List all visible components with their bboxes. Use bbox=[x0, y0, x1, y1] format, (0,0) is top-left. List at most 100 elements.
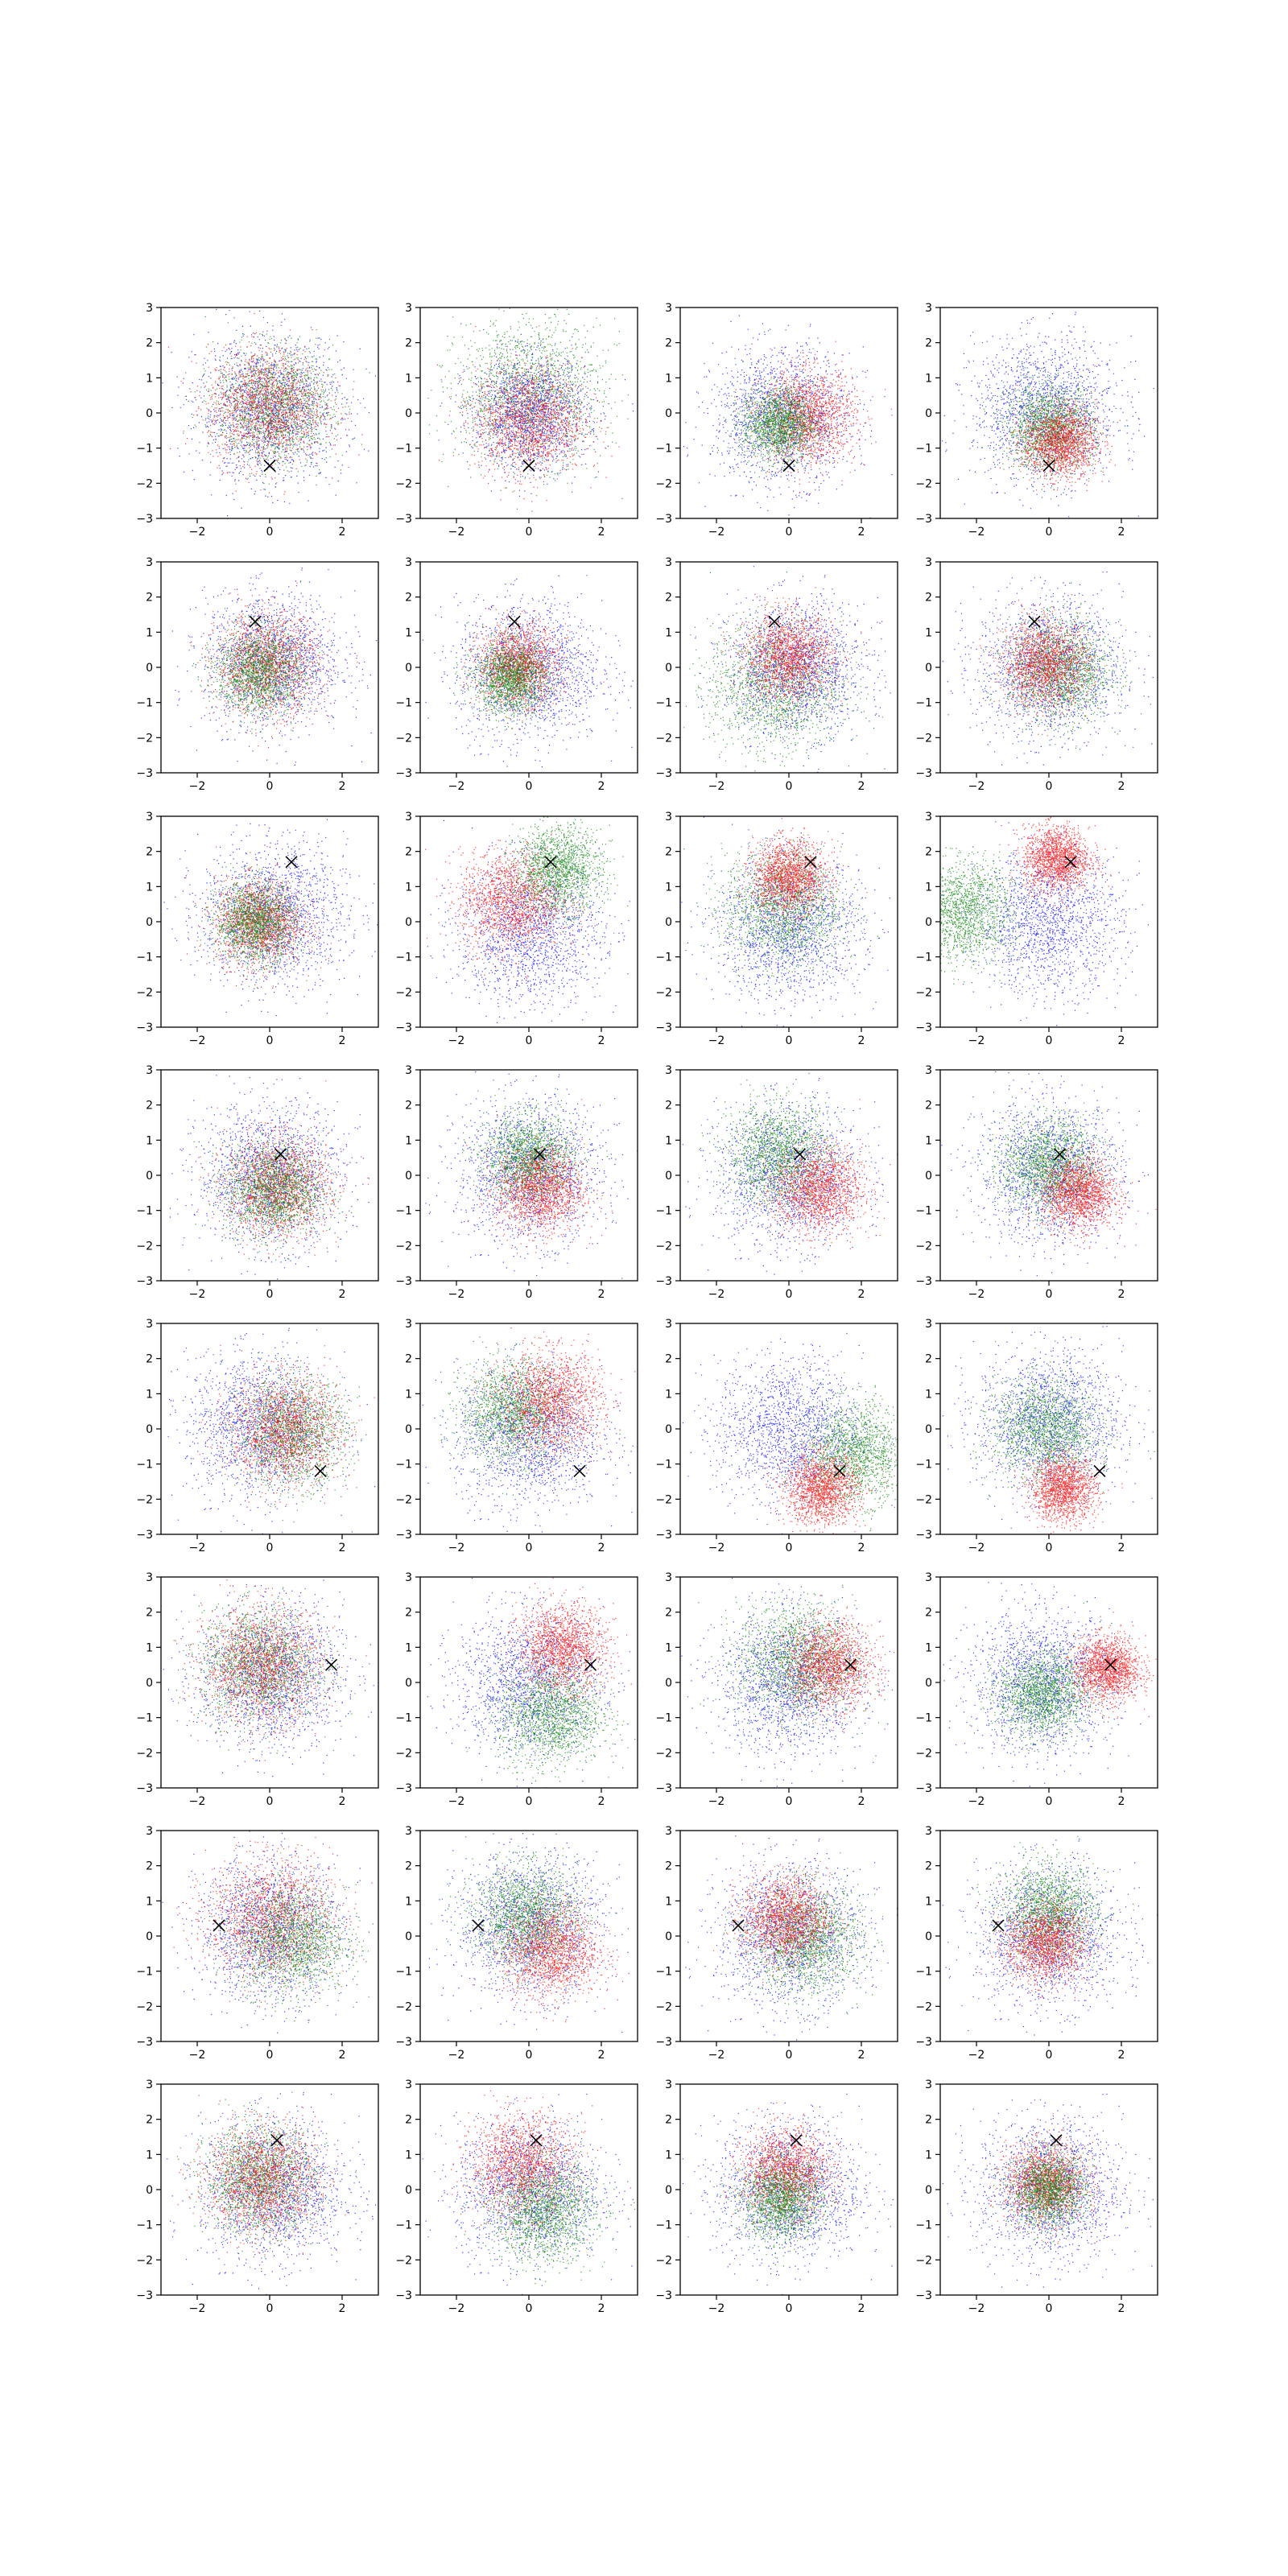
y-tick-label: −3 bbox=[655, 1782, 672, 1795]
y-tick-label: 0 bbox=[146, 1423, 153, 1436]
y-tick-label: −1 bbox=[136, 443, 153, 456]
x-tick-label: 2 bbox=[1118, 1542, 1125, 1554]
x-tick-label: −2 bbox=[189, 2302, 206, 2315]
x-tick-label: 2 bbox=[858, 1288, 865, 1301]
y-tick-label: 3 bbox=[146, 1571, 153, 1584]
x-tick-label: 0 bbox=[1046, 1288, 1053, 1301]
y-tick-label: 2 bbox=[925, 1607, 932, 1620]
y-tick-label: 1 bbox=[665, 1388, 672, 1401]
y-tick-label: 1 bbox=[146, 1641, 153, 1654]
y-tick-label: 0 bbox=[665, 2184, 672, 2197]
y-tick-label: 2 bbox=[146, 2114, 153, 2127]
x-tick-label: 0 bbox=[526, 2049, 533, 2062]
scatter-series-blue bbox=[136, 1299, 415, 1536]
x-tick-label: 0 bbox=[266, 2049, 274, 2062]
x-marker bbox=[530, 2135, 542, 2146]
x-tick-label: 0 bbox=[526, 1542, 533, 1554]
y-tick-label: −1 bbox=[136, 1966, 153, 1979]
scatter-series-blue bbox=[939, 283, 1201, 520]
y-tick-label: −3 bbox=[655, 767, 672, 780]
y-tick-label: −2 bbox=[915, 986, 932, 999]
y-tick-label: 1 bbox=[925, 372, 932, 385]
y-tick-label: −3 bbox=[915, 767, 932, 780]
scatter-series-red bbox=[466, 1099, 613, 1253]
scatter-series-blue bbox=[426, 1055, 686, 1289]
y-tick-label: 2 bbox=[146, 1607, 153, 1620]
x-tick-label: 0 bbox=[786, 2302, 793, 2315]
x-tick-label: 2 bbox=[1118, 2302, 1125, 2315]
x-tick-label: −2 bbox=[189, 1288, 206, 1301]
y-tick-label: −2 bbox=[395, 1493, 412, 1506]
scatter-series-red bbox=[987, 2113, 1132, 2244]
y-tick-label: −3 bbox=[915, 2289, 932, 2302]
x-tick-label: 0 bbox=[266, 1034, 274, 1047]
scatter-points bbox=[167, 2064, 429, 2301]
scatter-series-red bbox=[765, 1430, 887, 1549]
scatter-series-green bbox=[183, 286, 370, 490]
y-tick-label: 1 bbox=[146, 1895, 153, 1908]
y-tick-label: 1 bbox=[925, 1134, 932, 1147]
x-tick-label: −2 bbox=[448, 2049, 465, 2062]
y-tick-label: −2 bbox=[915, 1747, 932, 1760]
y-tick-label: 2 bbox=[405, 846, 412, 859]
y-tick-label: −3 bbox=[136, 1782, 153, 1795]
y-tick-label: 1 bbox=[405, 1641, 412, 1654]
y-tick-label: 1 bbox=[925, 881, 932, 894]
y-tick-label: 2 bbox=[925, 846, 932, 859]
scatter-series-red bbox=[425, 812, 596, 978]
x-tick-label: −2 bbox=[968, 1034, 985, 1047]
x-tick-label: 2 bbox=[858, 526, 865, 539]
x-marker bbox=[286, 857, 297, 868]
x-tick-label: 2 bbox=[598, 1542, 605, 1554]
x-tick-label: 0 bbox=[526, 526, 533, 539]
scatter-series-blue bbox=[407, 2064, 650, 2301]
x-tick-label: −2 bbox=[448, 1542, 465, 1554]
scatter-points bbox=[157, 541, 422, 766]
y-tick-label: 3 bbox=[665, 2079, 672, 2091]
y-tick-label: 2 bbox=[665, 1353, 672, 1366]
y-tick-label: 2 bbox=[146, 1353, 153, 1366]
axes-frame bbox=[940, 1831, 1158, 2041]
y-tick-label: 1 bbox=[146, 1388, 153, 1401]
y-tick-label: 1 bbox=[665, 1134, 672, 1147]
y-tick-label: −1 bbox=[136, 1205, 153, 1218]
x-tick-label: 0 bbox=[786, 1288, 793, 1301]
y-tick-label: −1 bbox=[136, 1712, 153, 1725]
y-tick-label: 0 bbox=[405, 1423, 412, 1436]
x-tick-label: −2 bbox=[708, 2302, 725, 2315]
x-tick-label: 2 bbox=[339, 1542, 346, 1554]
y-tick-label: 2 bbox=[925, 1100, 932, 1113]
x-tick-label: −2 bbox=[448, 1795, 465, 1808]
axes-frame bbox=[161, 1070, 378, 1281]
scatter-points bbox=[415, 1532, 659, 1792]
y-tick-label: −3 bbox=[655, 1275, 672, 1288]
scatter-series-blue bbox=[152, 293, 401, 529]
y-tick-label: 1 bbox=[925, 1895, 932, 1908]
y-tick-label: 1 bbox=[146, 372, 153, 385]
y-tick-label: 1 bbox=[665, 2149, 672, 2161]
x-tick-label: −2 bbox=[708, 2049, 725, 2062]
y-tick-label: −2 bbox=[655, 732, 672, 745]
y-tick-label: −1 bbox=[915, 1966, 932, 1979]
y-tick-label: −2 bbox=[655, 1240, 672, 1253]
y-tick-label: 3 bbox=[405, 2079, 412, 2091]
y-tick-label: 3 bbox=[146, 2079, 153, 2091]
y-tick-label: 2 bbox=[665, 1607, 672, 1620]
x-tick-label: 0 bbox=[526, 1795, 533, 1808]
y-tick-label: 3 bbox=[405, 1825, 412, 1838]
y-tick-label: −3 bbox=[395, 513, 412, 526]
y-tick-label: −3 bbox=[395, 1782, 412, 1795]
y-tick-label: −2 bbox=[915, 1493, 932, 1506]
x-tick-label: 0 bbox=[1046, 1034, 1053, 1047]
y-tick-label: 1 bbox=[925, 2149, 932, 2161]
x-tick-label: −2 bbox=[448, 780, 465, 793]
y-tick-label: −3 bbox=[915, 1529, 932, 1542]
y-tick-label: −3 bbox=[915, 1022, 932, 1034]
